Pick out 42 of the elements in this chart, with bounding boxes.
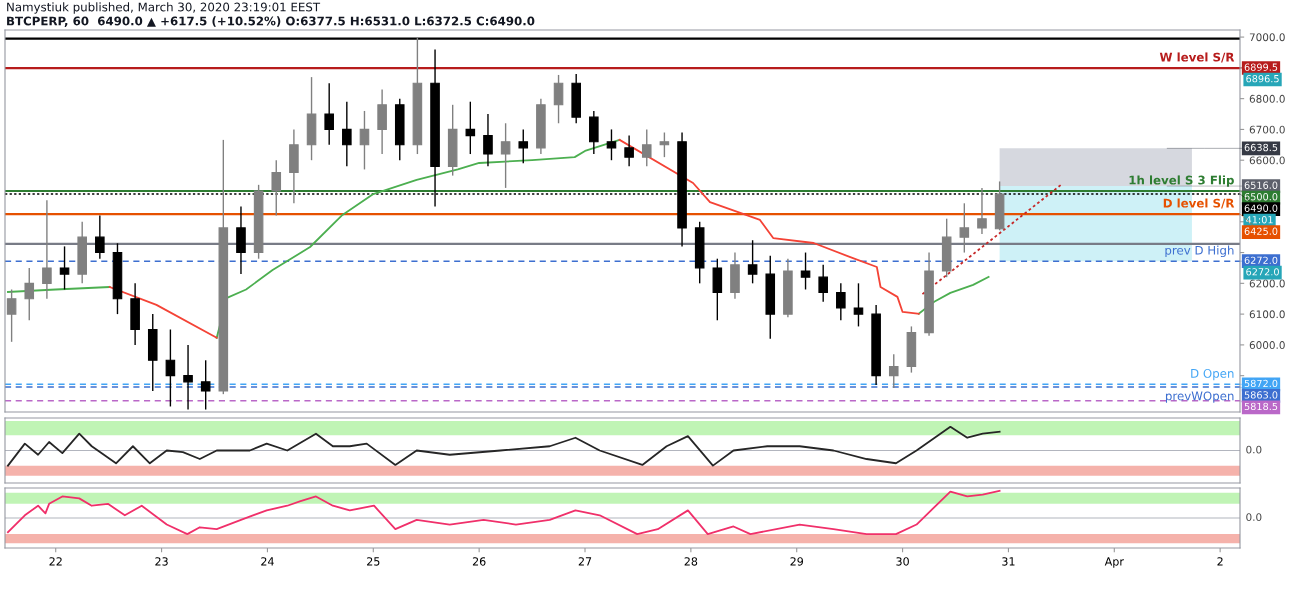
y-tick-label: 6600.0 <box>1249 156 1285 165</box>
text: 0.0 <box>1246 513 1262 522</box>
y-tick-label: 6100.0 <box>1249 310 1285 319</box>
annotation: 6500.0 <box>1244 193 1278 201</box>
x-tick-label: 26 <box>472 557 486 566</box>
x-tick-label: 2 <box>1217 557 1223 566</box>
ref-line-label: prevWOpen <box>1165 391 1234 403</box>
annotation: 6490.0 <box>1244 204 1278 212</box>
text: 6896.5 <box>1246 74 1279 83</box>
text: 41:01 <box>1246 216 1273 224</box>
y-tick-label: 6200.0 <box>1249 279 1285 288</box>
text: BTCPERP, 60 6490.0 ▲ +617.5 (+10.52%) O:6377.5 H:6531.0 L:6372.5 C:6490.0 <box>7 16 535 27</box>
y-tick-label: 6800.0 <box>1249 94 1285 103</box>
x-tick-label: 25 <box>367 557 380 566</box>
ref-line-label: 1h level S 3 Flip <box>1129 175 1234 187</box>
annotation: 6272.0 <box>1244 256 1278 264</box>
x-tick-label: 29 <box>790 557 804 566</box>
ref-line-label: D Open <box>1191 368 1234 381</box>
text: Namystiuk published, March 30, 2020 23:19:01 EEST <box>7 2 321 14</box>
annotation: 5872.0 <box>1244 379 1278 388</box>
annotation: 6516.0 <box>1244 181 1278 189</box>
annotation: 5863.0 <box>1244 391 1278 399</box>
text: 6272.0 <box>1246 268 1279 276</box>
x-tick-label: 23 <box>155 557 168 566</box>
annotation: 6425.0 <box>1244 227 1278 235</box>
annotation: 6899.5 <box>1244 63 1278 71</box>
text: 0.0 <box>1246 445 1262 454</box>
y-tick-label: 7000.0 <box>1249 33 1285 42</box>
x-tick-label: 30 <box>896 557 909 566</box>
x-tick-label: 31 <box>1002 557 1015 566</box>
y-tick-label: 6000.0 <box>1249 341 1285 349</box>
x-tick-label: 22 <box>49 557 62 566</box>
y-tick-label: 6700.0 <box>1249 125 1285 134</box>
annotation: 6638.5 <box>1244 143 1278 152</box>
x-tick-label: 24 <box>261 557 274 566</box>
x-tick-label: 27 <box>578 557 592 566</box>
annotation: 5818.5 <box>1244 402 1278 411</box>
ref-line-label: D level S/R <box>1163 198 1235 209</box>
ref-line-label: W level S/R <box>1159 52 1235 63</box>
x-tick-label: Apr <box>1104 557 1124 568</box>
ref-line-label: prev D High <box>1165 245 1234 257</box>
x-tick-label: 28 <box>684 557 698 566</box>
